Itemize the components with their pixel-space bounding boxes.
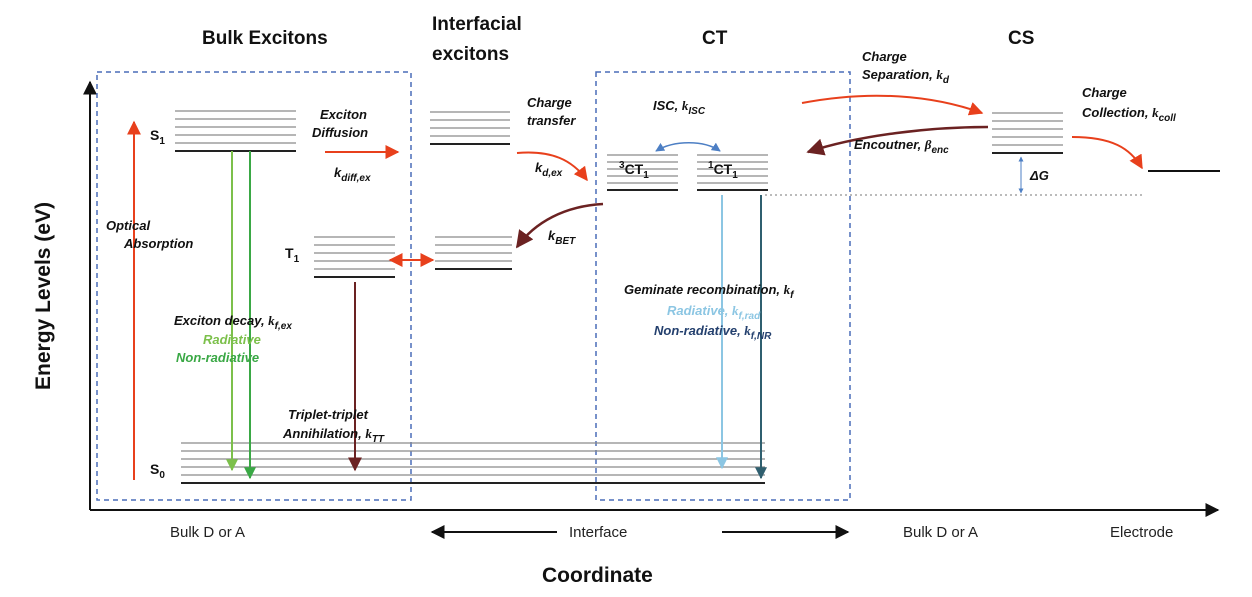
axes xyxy=(83,80,1220,517)
ct1-levels xyxy=(697,154,768,191)
optical-absorption-line2: Absorption xyxy=(123,236,193,251)
charge-transfer-line2: transfer xyxy=(527,113,576,128)
encounter-label: Encoutner, βenc xyxy=(854,137,949,156)
ct1-label: 1CT1 xyxy=(708,160,738,181)
energy-levels xyxy=(175,110,1220,484)
y-axis-title: Energy Levels (eV) xyxy=(32,202,55,390)
encounter-arrow xyxy=(806,125,989,156)
ct-nonradiative-label: Non-radiative, kf,NR xyxy=(654,323,772,342)
isc-label: ISC, kISC xyxy=(653,98,706,117)
header-cs: CS xyxy=(1008,28,1034,49)
x-region-electrode: Electrode xyxy=(1110,524,1173,541)
s0-levels xyxy=(181,442,765,484)
delta-g-label: ΔG xyxy=(1029,168,1049,183)
ct-radiative-label: Radiative, kf,rad xyxy=(667,303,761,322)
optical-absorption-line1: Optical xyxy=(106,218,150,233)
s0-label: S0 xyxy=(150,461,165,481)
x-region-bulk-left: Bulk D or A xyxy=(170,524,245,541)
charge-transfer-line1: Charge xyxy=(527,95,572,110)
bulk-excitons-box xyxy=(96,71,412,501)
x-axis-title: Coordinate xyxy=(542,564,653,587)
exciton-diffusion-line1: Exciton xyxy=(320,107,367,122)
x-region-bulk-right: Bulk D or A xyxy=(903,524,978,541)
ct-box xyxy=(595,71,851,501)
s1-levels xyxy=(175,110,296,152)
tt-annihilation-line1: Triplet-triplet xyxy=(288,407,369,422)
exciton-decay-label: Exciton decay, kf,ex xyxy=(174,313,292,332)
header-bulk-excitons: Bulk Excitons xyxy=(202,28,328,49)
cs-levels xyxy=(992,112,1063,154)
k-diff-ex-label: kdiff,ex xyxy=(334,165,371,184)
ct3-label: 3CT1 xyxy=(619,160,649,181)
geminate-recombination-label: Geminate recombination, kf xyxy=(624,282,795,301)
charge-separation-line1: Charge xyxy=(862,49,907,64)
header-interfacial-line2: excitons xyxy=(432,44,509,65)
charge-separation-arrow xyxy=(801,94,984,116)
s1-label: S1 xyxy=(150,127,165,147)
x-region-interface: Interface xyxy=(569,524,627,541)
t1-label: T1 xyxy=(285,245,300,265)
header-ct: CT xyxy=(702,28,728,49)
interfacial-s1-levels xyxy=(430,111,510,145)
charge-collection-line1: Charge xyxy=(1082,85,1127,100)
isc-arrow xyxy=(655,142,721,152)
non-radiative-label: Non-radiative xyxy=(176,350,259,365)
t1-levels xyxy=(314,236,395,278)
interfacial-t1-levels xyxy=(435,236,512,270)
arrows xyxy=(127,94,1143,539)
ct3-levels xyxy=(607,154,678,191)
k-bet-label: kBET xyxy=(548,228,576,247)
back-electron-transfer-arrow xyxy=(515,202,604,249)
radiative-label: Radiative xyxy=(203,332,261,347)
tt-annihilation-line2: Annihilation, kTT xyxy=(282,426,385,445)
charge-transfer-arrow xyxy=(516,151,588,182)
header-interfacial-line1: Interfacial xyxy=(432,14,522,35)
exciton-diffusion-line2: Diffusion xyxy=(312,125,368,140)
charge-separation-line2: Separation, kd xyxy=(862,67,950,86)
charge-collection-arrow xyxy=(1071,136,1143,170)
charge-collection-line2: Collection, kcoll xyxy=(1082,105,1176,124)
k-d-ex-label: kd,ex xyxy=(535,160,563,179)
